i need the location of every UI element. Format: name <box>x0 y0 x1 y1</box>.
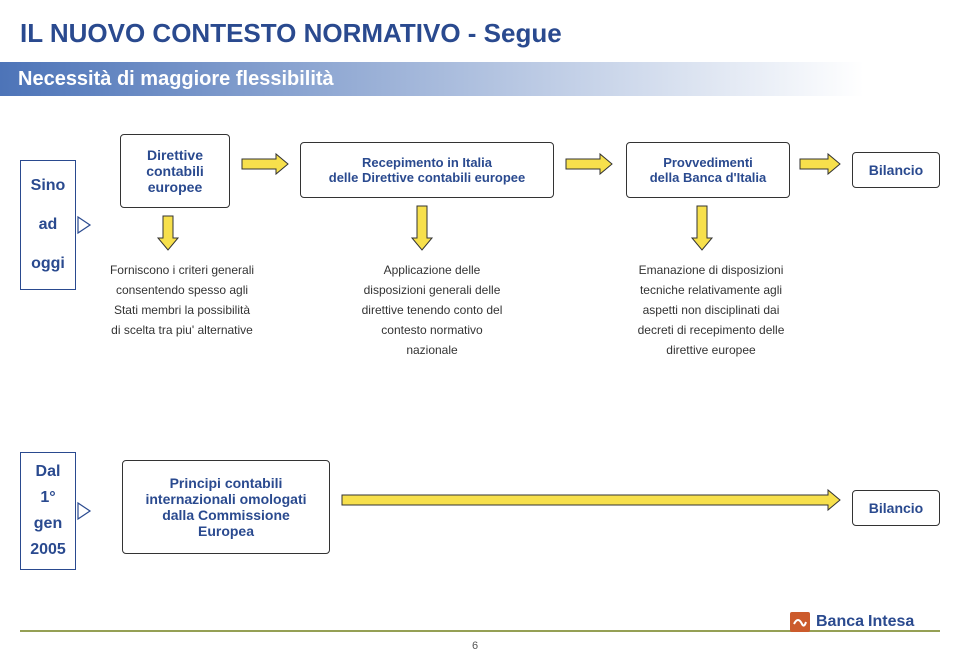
box-principi-internazionali: Principi contabiliinternazionali omologa… <box>122 460 330 554</box>
time-box-line: ad <box>39 216 58 234</box>
plain-text-line: tecniche relativamente agli <box>616 280 806 300</box>
box-direttive-europee: Direttivecontabilieuropee <box>120 134 230 208</box>
plain-text-line: decreti di recepimento delle <box>616 320 806 340</box>
box-line: internazionali omologati <box>145 491 306 507</box>
box-line: Provvedimenti <box>663 155 753 170</box>
page-number-text: 6 <box>472 640 478 652</box>
box-provvedimenti-banca: Provvedimentidella Banca d'Italia <box>626 142 790 198</box>
box-line: della Banca d'Italia <box>650 170 767 185</box>
box-line: Principi contabili <box>170 475 283 491</box>
time-box-line: oggi <box>31 255 65 273</box>
plain-text-line: di scelta tra piu' alternative <box>92 320 272 340</box>
text-criteri-generali: Forniscono i criteri generaliconsentendo… <box>92 260 272 340</box>
logo-text-banca: Banca <box>816 613 864 631</box>
slide-title: IL NUOVO CONTESTO NORMATIVO - Segue <box>20 18 562 49</box>
page-number: 6 <box>472 640 478 652</box>
box-line: Direttive <box>147 147 203 163</box>
box-line: Europea <box>198 523 254 539</box>
box-line: contabili <box>146 163 204 179</box>
plain-text-line: direttive tenendo conto del <box>342 300 522 320</box>
logo-banca-intesa: Banca Intesa <box>788 610 914 634</box>
time-box-dal-2005: Dal 1° gen 2005 <box>20 452 76 570</box>
box-line: Recepimento in Italia <box>362 155 492 170</box>
time-box-sino-ad-oggi: Sino ad oggi <box>20 160 76 290</box>
box-line: delle Direttive contabili europee <box>329 170 526 185</box>
time-box-line: Sino <box>31 177 66 195</box>
subtitle-bar: Necessità di maggiore flessibilità <box>0 62 960 96</box>
time-box-line: 1° <box>40 489 55 507</box>
plain-text-line: Stati membri la possibilità <box>92 300 272 320</box>
box-line: Bilancio <box>869 500 923 516</box>
plain-text-line: consentendo spesso agli <box>92 280 272 300</box>
plain-text-line: Emanazione di disposizioni <box>616 260 806 280</box>
slide-title-text: IL NUOVO CONTESTO NORMATIVO - Segue <box>20 18 562 48</box>
plain-text-line: direttive europee <box>616 340 806 360</box>
logo-icon <box>788 610 812 634</box>
plain-text-line: nazionale <box>342 340 522 360</box>
box-bilancio-bottom: Bilancio <box>852 490 940 526</box>
box-bilancio-top: Bilancio <box>852 152 940 188</box>
time-box-line: Dal <box>36 463 61 481</box>
box-line: europee <box>148 179 202 195</box>
box-line: dalla Commissione <box>162 507 290 523</box>
box-line: Bilancio <box>869 162 923 178</box>
plain-text-line: aspetti non disciplinati dai <box>616 300 806 320</box>
text-emanazione: Emanazione di disposizionitecniche relat… <box>616 260 806 360</box>
plain-text-line: contesto normativo <box>342 320 522 340</box>
text-applicazione: Applicazione delledisposizioni generali … <box>342 260 522 360</box>
time-box-line: gen <box>34 515 62 533</box>
subtitle-text: Necessità di maggiore flessibilità <box>0 68 334 91</box>
plain-text-line: Applicazione delle <box>342 260 522 280</box>
box-recepimento-italia: Recepimento in Italiadelle Direttive con… <box>300 142 554 198</box>
plain-text-line: disposizioni generali delle <box>342 280 522 300</box>
plain-text-line: Forniscono i criteri generali <box>92 260 272 280</box>
logo-text-intesa: Intesa <box>868 613 914 631</box>
time-box-line: 2005 <box>30 541 66 559</box>
